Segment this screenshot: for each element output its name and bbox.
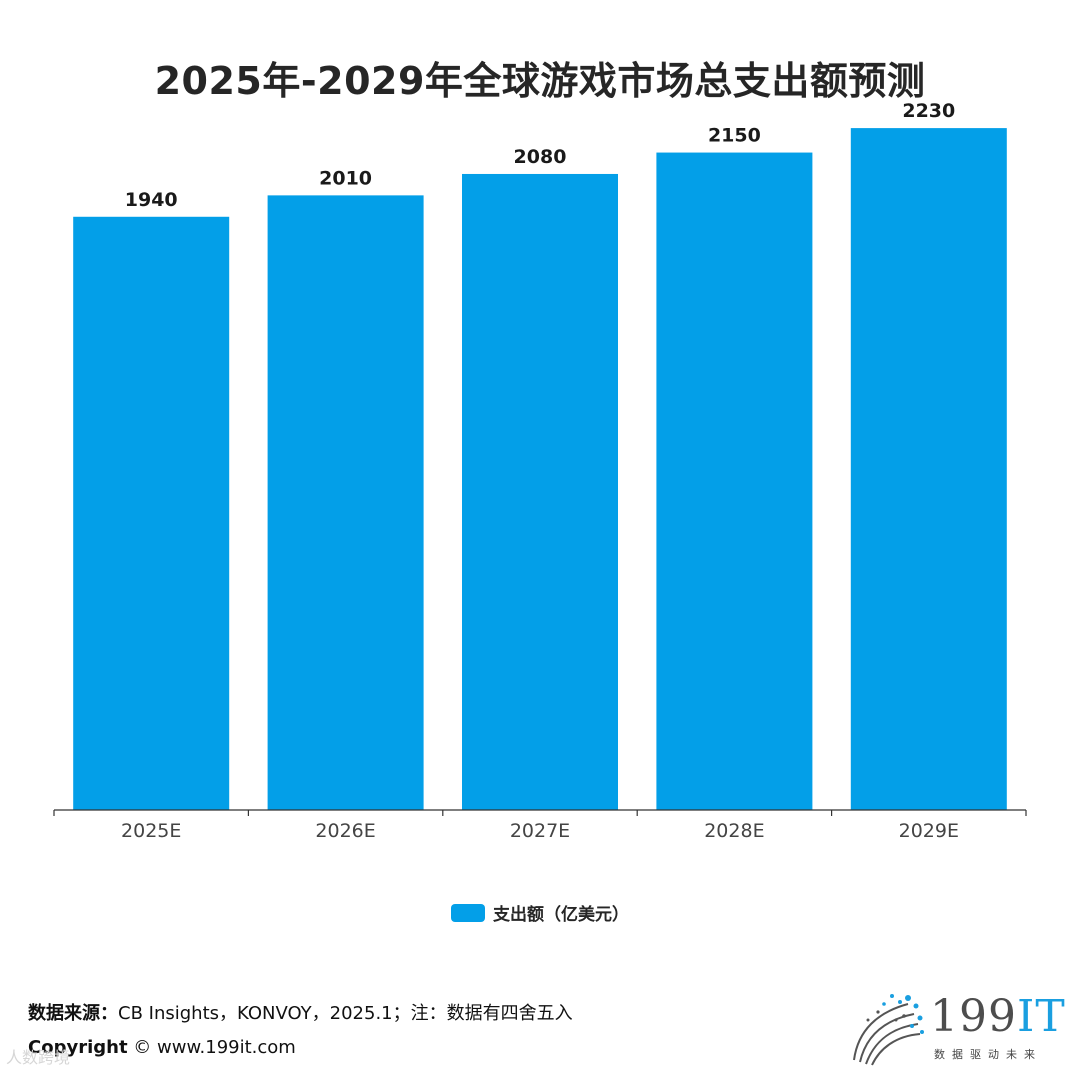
copyright-line: Copyright © www.199it.com (28, 1034, 573, 1068)
data-label-2029E: 2230 (902, 100, 955, 122)
data-label-2028E: 2150 (708, 125, 761, 147)
source-line: 数据来源：CB Insights，KONVOY，2025.1；注：数据有四舍五入 (28, 1000, 573, 1034)
chart-title: 2025年-2029年全球游戏市场总支出额预测 (154, 59, 926, 103)
bar-2028E (656, 152, 813, 810)
legend: 支出额（亿美元） (0, 900, 1080, 925)
x-tick-label-2025E: 2025E (121, 820, 181, 842)
bar-2026E (267, 195, 424, 811)
copyright-label: Copyright (28, 1037, 128, 1058)
legend-label: 支出额（亿美元） (493, 905, 629, 925)
copyright-text: © www.199it.com (133, 1037, 296, 1058)
bar-chart: 1940 2025E 2010 2026E 2080 2027E 2150 2028E 2230… (53, 100, 1027, 842)
source-text: CB Insights，KONVOY，2025.1；注：数据有四舍五入 (118, 1003, 573, 1024)
footer: 数据来源：CB Insights，KONVOY，2025.1；注：数据有四舍五入… (28, 1000, 573, 1068)
logo-brand-main: 199 (930, 991, 1017, 1042)
bar-2025E (73, 216, 230, 810)
logo-brand: 199IT (930, 992, 1066, 1042)
data-label-2026E: 2010 (319, 167, 372, 189)
source-label: 数据来源： (28, 1003, 118, 1024)
x-tick-label-2026E: 2026E (315, 820, 375, 842)
data-label-2025E: 1940 (125, 189, 178, 211)
bar-2027E (462, 173, 618, 811)
x-tick-label-2027E: 2027E (510, 820, 570, 842)
logo-dots-icon (853, 994, 924, 1066)
legend-swatch (451, 903, 485, 922)
bar-2029E (850, 128, 1007, 810)
watermark: 人数跨境 (6, 1048, 71, 1067)
logo-tagline: 数据驱动未来 (934, 1048, 1042, 1061)
data-label-2027E: 2080 (514, 146, 567, 168)
logo-brand-it: IT (1016, 991, 1066, 1042)
logo: 199IT 数据驱动未来 (848, 990, 1068, 1070)
x-tick-label-2028E: 2028E (704, 820, 764, 842)
x-tick-label-2029E: 2029E (899, 820, 959, 842)
